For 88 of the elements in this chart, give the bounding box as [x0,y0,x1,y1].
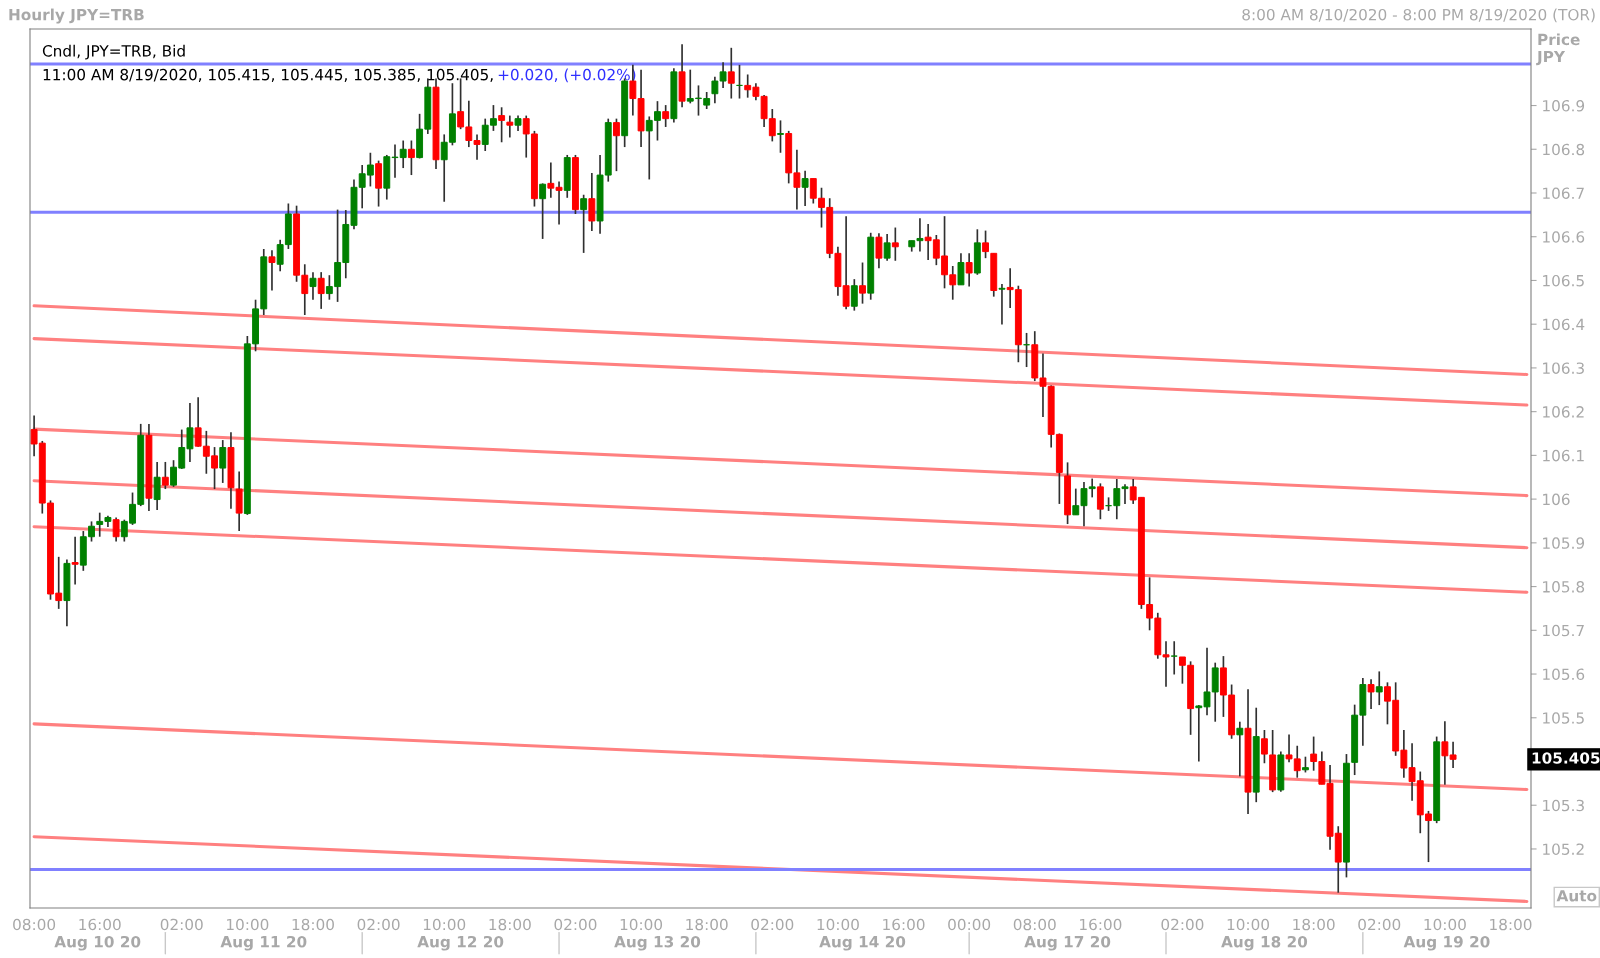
text: 105.405 [1532,752,1600,764]
candlestick [998,283,1006,326]
text: Aug 11 20 [220,935,307,951]
chart-title: Hourly JPY=TRB [9,8,144,24]
annotation: 11:00 AM 8/19/2020, 105.415, 105.445, 105.385, 105.405, [43,68,493,82]
candlestick [982,229,989,259]
x-tick-label: 08:00 [13,918,56,931]
x-tick-label: 10:00 [227,918,269,931]
candlestick [1367,678,1375,710]
candlestick [219,439,227,484]
candlestick [498,106,506,144]
y-tick-label: 105.3 [1543,799,1584,812]
candlestick [883,233,891,262]
y-tick-label: 105.9 [1543,537,1585,549]
y-tick-label: 106 [1543,493,1570,506]
candlestick [112,516,120,543]
candlestick [957,252,965,286]
candlestick [727,46,735,100]
x-tick-label: 10:00 [620,918,663,931]
candlestick [1236,720,1244,778]
x-tick-label: 02:00 [160,918,203,931]
y-tick-label: 106.6 [1543,231,1585,243]
candlestick [539,182,547,240]
x-tick-label: 16:00 [79,918,121,931]
candlestick [662,104,670,128]
candlestick [317,271,325,310]
x-tick-label: 02:00 [1358,918,1401,931]
x-tick-label: 18:00 [686,918,728,931]
x-tick-label: 16:00 [883,918,925,931]
x-tick-label: 18:00 [489,918,531,931]
y-tick-label: 105.8 [1543,581,1585,593]
candlestick [875,232,883,270]
candlestick [1375,670,1383,706]
text: Aug 17 20 [1024,935,1111,951]
y-axis-title: Price JPY [1536,33,1580,66]
x-tick-label: 02:00 [554,918,597,931]
text: Aug 19 20 [1403,935,1490,951]
candlestick [613,117,620,172]
candlestick [407,139,415,176]
y-tick-label: 105.7 [1543,624,1584,637]
y-tick-label: 105.2 [1543,843,1584,855]
candlestick [1096,482,1104,521]
candlestick [580,193,588,254]
x-tick-label: 00:00 [948,918,991,931]
text: Aug 12 20 [417,935,504,951]
candlestick [161,461,169,490]
x-tick-label: 02:00 [1161,918,1204,931]
x-tick-label: 02:00 [357,918,400,931]
candlestick [588,172,596,232]
candlestick [1170,640,1178,676]
y-tick-label: 106.3 [1543,362,1584,374]
x-tick-label: 08:00 [1013,918,1056,931]
candlestick [859,261,866,305]
candlestick [801,169,809,207]
y-tick-label: 106.1 [1543,449,1584,462]
candlestick [153,461,161,511]
candlestick [850,278,858,312]
y-tick-label: 105.5 [1543,712,1584,724]
candlestick [309,271,317,301]
x-tick-label: 10:00 [423,918,466,931]
y-tick-label: 106.8 [1543,143,1585,156]
y-tick-label: 105.6 [1543,668,1585,681]
x-tick-label: 10:00 [817,918,859,931]
candlestick [777,119,784,154]
y-tick-label: 106.7 [1543,187,1584,200]
candlestick [268,249,276,292]
text: Auto [1556,890,1597,902]
candlestick [891,226,899,262]
y-tick-label: 106.4 [1543,318,1585,331]
y-tick-label: 106.9 [1543,100,1585,112]
x-tick-label: 10:00 [1424,918,1466,931]
x-tick-label: 18:00 [292,918,334,931]
chart-subtitle: 8:00 AM 8/10/2020 - 8:00 PM 8/19/2020 (TOR) [1242,8,1595,23]
candlestick [71,535,79,586]
y-tick-label: 106.2 [1543,406,1584,418]
text: Aug 13 20 [614,935,701,951]
text: Aug 10 20 [54,935,141,951]
text: Aug 18 20 [1221,935,1308,951]
x-tick-label: 10:00 [1227,918,1270,931]
x-tick-label: 02:00 [751,918,794,931]
x-tick-label: 18:00 [1293,918,1335,931]
x-tick-label: 18:00 [1490,918,1532,931]
candlestick [965,252,973,288]
annotation: Cndl, JPY=TRB, Bid [42,44,185,60]
x-tick-label: 16:00 [1080,918,1122,931]
text: Aug 14 20 [819,935,906,951]
candlestick [506,114,514,139]
y-tick-label: 106.5 [1543,274,1584,287]
